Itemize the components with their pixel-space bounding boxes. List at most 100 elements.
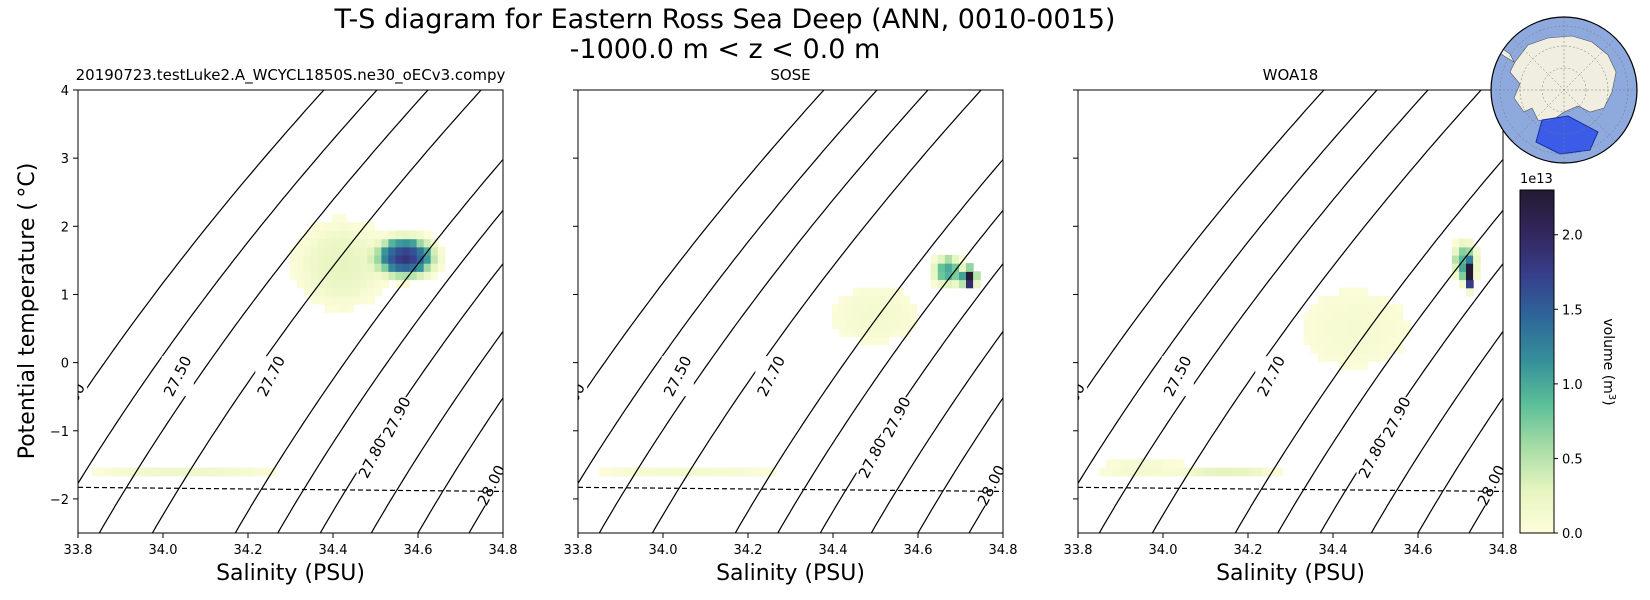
heatmap-cell (655, 467, 664, 477)
heatmap-cell (437, 263, 446, 272)
heatmap-cell (1303, 328, 1312, 338)
heatmap-cell (944, 254, 953, 264)
density-contour (78, 90, 378, 485)
heatmap-cell (1183, 467, 1192, 477)
heatmap-cell (324, 279, 333, 289)
heatmap-cell (839, 295, 847, 305)
heatmap-cell (1395, 312, 1404, 321)
heatmap-cell (339, 263, 347, 272)
heatmap-cell (1374, 344, 1382, 354)
y-tick-label: 3 (61, 152, 69, 167)
heatmap-cell (388, 238, 397, 248)
density-contour (598, 90, 929, 533)
density-contour (370, 330, 503, 533)
heatmap-cell (867, 295, 875, 305)
panel-model: 27.0027.1027.2027.3027.4027.5027.6027.70… (50, 66, 518, 586)
heatmap-cell (409, 230, 418, 240)
heatmap-cell (1360, 336, 1368, 346)
heatmap-cell (648, 467, 657, 477)
heatmap-cell (1353, 312, 1361, 321)
heatmap-cell (360, 230, 368, 240)
heatmap-cell (860, 287, 868, 297)
heatmap-cell (1303, 336, 1312, 346)
heatmap-cell (395, 254, 404, 264)
heatmap-cell (1346, 336, 1354, 346)
heatmap-cell (1360, 312, 1368, 321)
density-contour (1098, 90, 1429, 533)
heatmap-cell (310, 287, 319, 297)
heatmap-cell (1317, 320, 1326, 330)
heatmap-cell (346, 271, 354, 281)
heatmap-cell (930, 271, 939, 281)
heatmap-cell (1388, 320, 1397, 330)
heatmap-cell (1303, 320, 1312, 330)
heatmap-cell (1395, 336, 1404, 346)
heatmap-cell (1275, 467, 1284, 477)
heatmap-cell (296, 263, 305, 272)
heatmap-cell (1360, 287, 1368, 297)
heatmap-cell (1367, 312, 1375, 321)
contour-label-bg (1161, 356, 1194, 397)
heatmap-cell (346, 238, 354, 248)
heatmap-cell (606, 467, 614, 477)
heatmap-cell (339, 254, 347, 264)
heatmap-cell (303, 271, 312, 281)
heatmap-cell (360, 263, 368, 272)
heatmap-cell (388, 263, 397, 272)
heatmap-cell (1381, 304, 1390, 313)
heatmap-cell (367, 238, 375, 248)
heatmap-cell (1459, 246, 1467, 256)
heatmap-cell (951, 254, 960, 264)
heatmap-cell (1169, 459, 1178, 469)
density-contour (651, 90, 982, 533)
heatmap-cell (353, 279, 361, 289)
heatmap-cell (747, 467, 755, 477)
heatmap-cell (247, 467, 255, 477)
x-tick-label: 34.8 (1489, 543, 1518, 558)
heatmap-cell (1346, 320, 1354, 330)
heatmap-cell (1353, 361, 1361, 371)
density-contour (1078, 90, 1378, 485)
heatmap-cell (374, 287, 382, 297)
heatmap-cell (416, 246, 425, 256)
density-contour (78, 90, 325, 403)
map-antarctica-land (1509, 35, 1617, 123)
heatmap-cell (296, 238, 305, 248)
colorbar-gradient (1519, 189, 1555, 534)
heatmap-cell (374, 238, 382, 248)
heatmap-cell (860, 336, 868, 346)
heatmap-cell (409, 263, 418, 272)
heatmap-cell (1310, 328, 1319, 338)
heatmap-cell (339, 304, 347, 313)
heatmap-cell (388, 254, 397, 264)
heatmap-cell (332, 214, 340, 223)
heatmap-cell (1459, 263, 1467, 272)
y-tick-label: 2 (61, 220, 69, 235)
x-tick-label: 34.2 (1234, 543, 1263, 558)
heatmap-cell (402, 271, 411, 281)
heatmap-cell (430, 254, 439, 264)
heatmap-cell (1353, 320, 1361, 330)
heatmap-cell (874, 336, 882, 346)
panel-sose: 27.0027.1027.2027.3027.4027.5027.6027.70… (564, 66, 1018, 586)
contour-label-bg (255, 356, 288, 397)
heatmap-cell (353, 287, 361, 297)
heatmap-cell (1374, 320, 1382, 330)
x-tick-label: 34.0 (1149, 543, 1178, 558)
heatmap-cell (374, 230, 382, 240)
heatmap-cell (1459, 271, 1467, 281)
heatmap-cell (874, 295, 882, 305)
heatmap-cell (1127, 459, 1136, 469)
heatmap-cell (205, 467, 213, 477)
contour-label-bg (161, 356, 194, 397)
heatmap-cell (1473, 246, 1481, 256)
heatmap-cell (1127, 467, 1136, 477)
heatmap-cell (754, 467, 763, 477)
heatmap-cell (881, 312, 890, 321)
heatmap-cell (360, 287, 368, 297)
heatmap-cell (360, 246, 368, 256)
heatmap-cell (176, 467, 185, 477)
heatmap-cell (374, 254, 382, 264)
heatmap-cell (930, 263, 939, 272)
heatmap-cell (1324, 353, 1333, 362)
